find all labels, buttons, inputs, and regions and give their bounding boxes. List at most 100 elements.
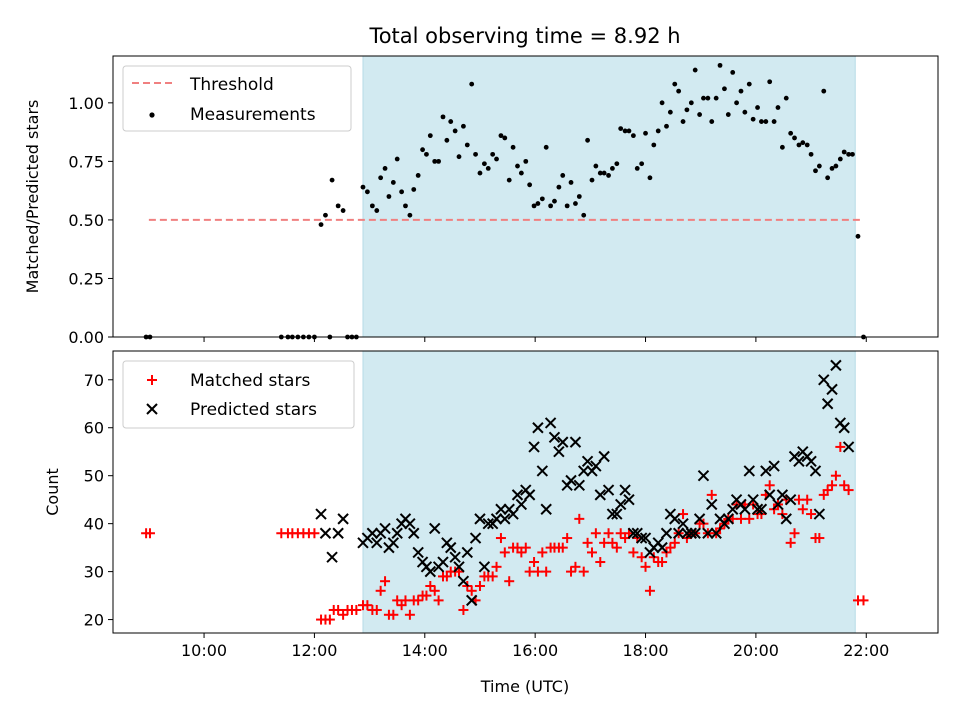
measurement-point xyxy=(622,128,628,134)
predicted-star-point xyxy=(337,513,349,525)
matched-star-point xyxy=(797,504,808,515)
predicted-star-point xyxy=(478,561,491,573)
measurement-point xyxy=(655,128,661,134)
measurement-point xyxy=(746,81,752,87)
bottom-panel: 10:00 12:00 14:00 16:00 18:00 20:00 22:00 20 30 4… xyxy=(43,350,939,696)
predicted-star-point xyxy=(669,513,681,525)
measurement-point xyxy=(452,128,458,134)
predicted-star-point xyxy=(727,503,739,515)
measurement-point xyxy=(415,173,421,178)
predicted-star-point xyxy=(366,527,379,539)
measurement-point xyxy=(709,119,715,124)
predicted-star-point xyxy=(697,469,710,482)
measurement-point xyxy=(461,123,466,129)
predicted-star-point xyxy=(809,465,822,477)
predicted-star-point xyxy=(536,465,549,477)
measurement-point xyxy=(841,149,847,155)
measurement-point xyxy=(730,69,736,75)
measurement-point xyxy=(755,105,760,110)
predicted-star-point xyxy=(606,508,619,520)
predicted-star-point xyxy=(813,508,826,520)
x-tick-label: 12:00 xyxy=(291,641,337,660)
matched-star-point xyxy=(504,576,515,587)
measurement-point xyxy=(386,194,392,199)
measurement-point xyxy=(335,203,341,209)
predicted-star-point xyxy=(371,537,383,549)
measurement-point xyxy=(585,137,590,143)
legend-predicted-label: Predicted stars xyxy=(190,400,317,420)
predicted-star-point xyxy=(722,513,735,525)
measurement-point xyxy=(816,163,822,169)
predicted-star-point xyxy=(660,527,673,539)
measurement-point xyxy=(527,182,533,188)
predicted-star-point xyxy=(611,508,623,520)
measurement-point xyxy=(407,212,413,218)
matched-star-point xyxy=(611,542,622,553)
measurement-point xyxy=(676,88,682,94)
measurement-point xyxy=(792,135,797,141)
measurement-point xyxy=(829,166,835,171)
predicted-star-point xyxy=(619,484,631,496)
matched-star-point xyxy=(144,528,155,539)
predicted-star-point xyxy=(842,441,855,453)
measurement-point xyxy=(564,203,570,209)
matched-star-point xyxy=(839,480,850,491)
predicted-star-point xyxy=(379,522,391,535)
matched-star-point xyxy=(433,595,444,606)
predicted-star-point xyxy=(685,527,698,539)
bot-y-tick-label: 60 xyxy=(84,419,104,438)
matched-star-point xyxy=(362,600,373,611)
measurement-point xyxy=(833,163,839,169)
measurement-point xyxy=(705,95,711,101)
measurement-point xyxy=(667,109,673,115)
predicted-star-point xyxy=(465,594,478,607)
predicted-star-point xyxy=(499,513,511,525)
measurement-point xyxy=(606,173,611,178)
predicted-star-point xyxy=(830,359,842,372)
predicted-star-point xyxy=(702,527,714,539)
predicted-star-point xyxy=(553,446,565,458)
predicted-star-point xyxy=(639,532,652,544)
bottom-y-axis-label: Count xyxy=(43,468,62,516)
measurement-point xyxy=(796,142,802,148)
top-axes-frame xyxy=(112,55,939,338)
measurement-point xyxy=(634,166,640,171)
measurement-point xyxy=(456,154,462,160)
predicted-star-point xyxy=(763,489,776,501)
measurement-point xyxy=(329,177,335,183)
matched-star-point xyxy=(744,513,755,524)
matched-star-point xyxy=(404,609,415,620)
measurement-point xyxy=(364,189,370,195)
predicted-star-point xyxy=(532,422,544,434)
measurement-point xyxy=(688,100,694,106)
measurement-point xyxy=(647,175,653,181)
matched-star-point xyxy=(640,561,651,572)
predicted-star-point xyxy=(627,527,640,539)
matched-star-point xyxy=(499,547,510,558)
matched-star-point xyxy=(520,542,531,553)
top-panel: 0.00 0.25 0.50 0.75 1.00 Matched/Predicted s… xyxy=(23,55,939,347)
measurement-point xyxy=(469,81,475,87)
measurement-point xyxy=(783,95,789,101)
matched-star-point xyxy=(371,604,382,615)
predicted-star-point xyxy=(490,513,503,525)
matched-star-point xyxy=(595,557,606,568)
matched-star-point xyxy=(375,585,386,596)
matched-star-point xyxy=(388,609,399,620)
measurement-point xyxy=(808,151,814,157)
measurement-point xyxy=(436,158,441,164)
legend-threshold-label: Threshold xyxy=(189,75,274,95)
legend-measurements-swatch xyxy=(149,112,155,118)
matched-star-point xyxy=(785,537,796,548)
measurement-point xyxy=(692,67,698,73)
matched-star-point xyxy=(789,528,800,539)
predicted-star-point xyxy=(511,489,524,501)
matched-star-point xyxy=(466,585,477,596)
predicted-star-point xyxy=(424,565,437,578)
predicted-star-point xyxy=(449,551,461,563)
measurement-point xyxy=(855,233,861,239)
predicted-star-point xyxy=(332,527,344,539)
measurement-point xyxy=(560,173,566,178)
predicted-star-point xyxy=(747,493,759,506)
predicted-star-point xyxy=(818,374,830,386)
